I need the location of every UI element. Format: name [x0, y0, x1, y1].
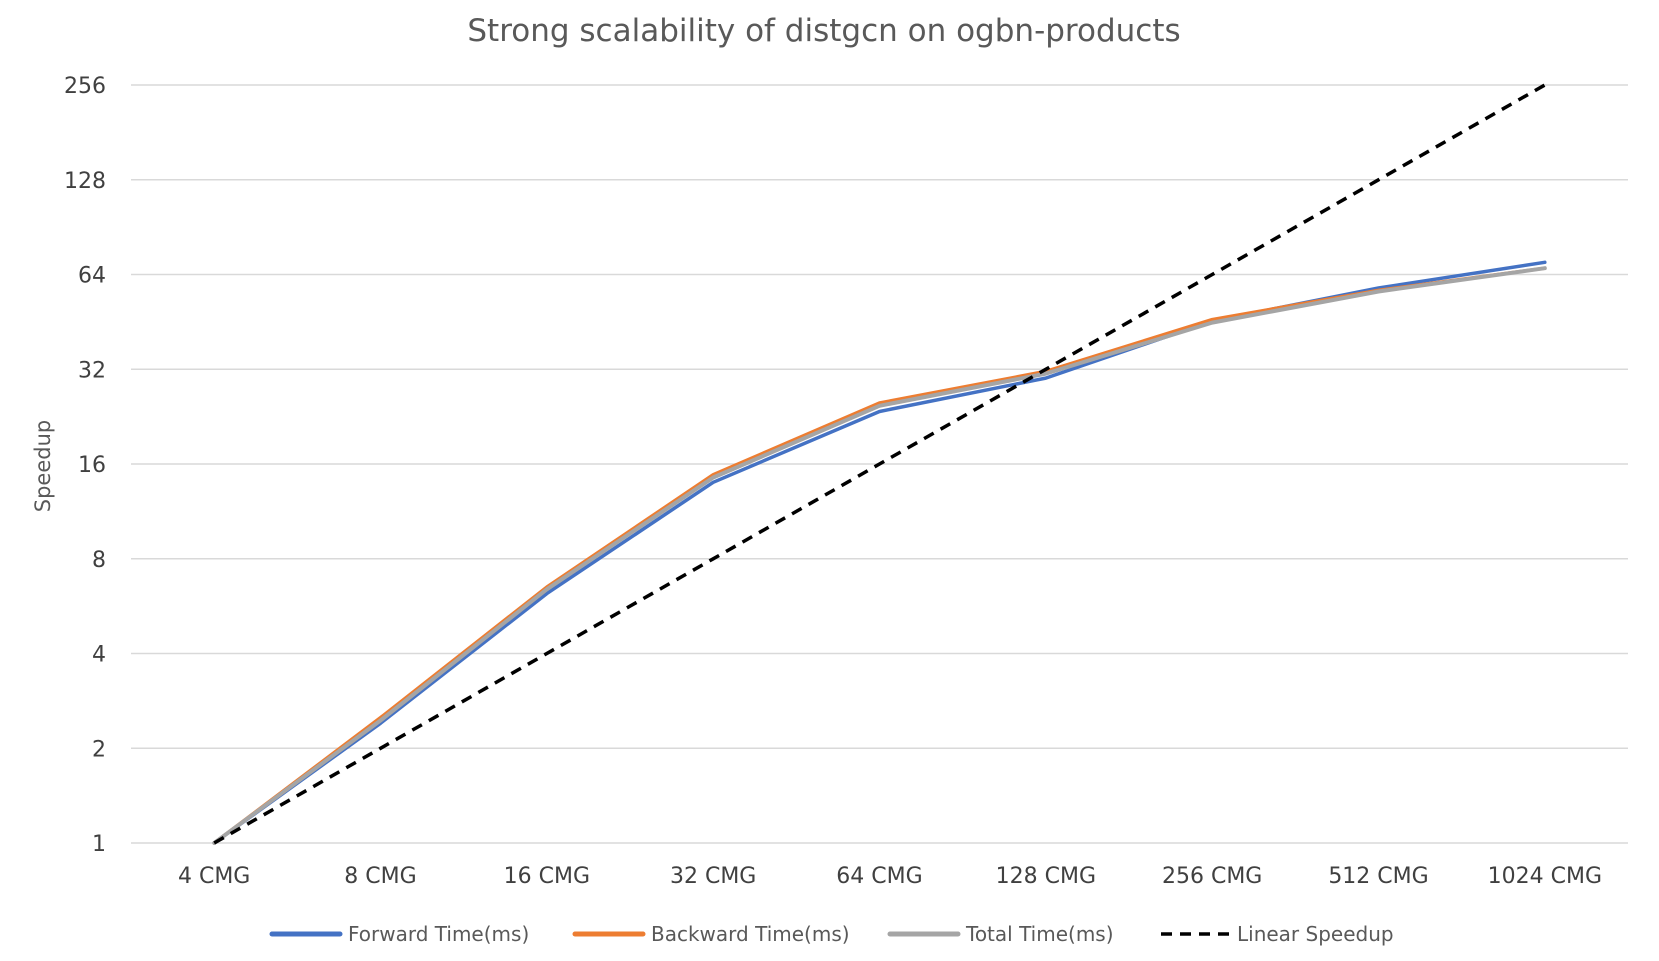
x-tick-label: 64 CMG [836, 864, 922, 889]
legend-label: Linear Speedup [1237, 922, 1394, 946]
chart-title: Strong scalability of distgcn on ogbn-pr… [467, 13, 1180, 49]
legend-label: Forward Time(ms) [348, 922, 529, 946]
y-tick-label: 256 [64, 74, 106, 99]
y-axis-ticks: 1 2 4 8 16 32 64 128 256 [64, 74, 106, 857]
x-tick-label: 8 CMG [344, 864, 416, 889]
series-lines [212, 83, 1547, 845]
y-tick-label: 32 [78, 358, 106, 383]
x-tick-label: 512 CMG [1328, 864, 1428, 889]
y-tick-label: 2 [92, 737, 106, 762]
y-tick-label: 16 [78, 453, 106, 478]
legend: Forward Time(ms) Backward Time(ms) Total T… [269, 922, 1394, 946]
x-tick-label: 1024 CMG [1488, 864, 1602, 889]
x-tick-label: 32 CMG [670, 864, 756, 889]
x-tick-label: 128 CMG [996, 864, 1096, 889]
legend-label: Total Time(ms) [965, 922, 1114, 946]
series-line-forward-time-ms [212, 260, 1547, 845]
legend-label: Backward Time(ms) [651, 922, 850, 946]
series-line-backward-time-ms [212, 266, 1547, 845]
y-tick-label: 4 [92, 643, 106, 668]
x-axis-ticks: 4 CMG 8 CMG 16 CMG 32 CMG 64 CMG 128 CMG 256 C… [178, 864, 1602, 889]
y-axis-title: Speedup [31, 420, 55, 512]
series-line-total-time-ms [212, 266, 1547, 845]
series-line-linear-speedup [213, 83, 1546, 845]
x-tick-label: 16 CMG [504, 864, 590, 889]
x-tick-label: 256 CMG [1162, 864, 1262, 889]
y-tick-label: 1 [92, 832, 106, 857]
y-tick-label: 128 [64, 169, 106, 194]
x-tick-label: 4 CMG [178, 864, 250, 889]
y-tick-label: 8 [92, 548, 106, 573]
y-tick-label: 64 [78, 264, 106, 289]
